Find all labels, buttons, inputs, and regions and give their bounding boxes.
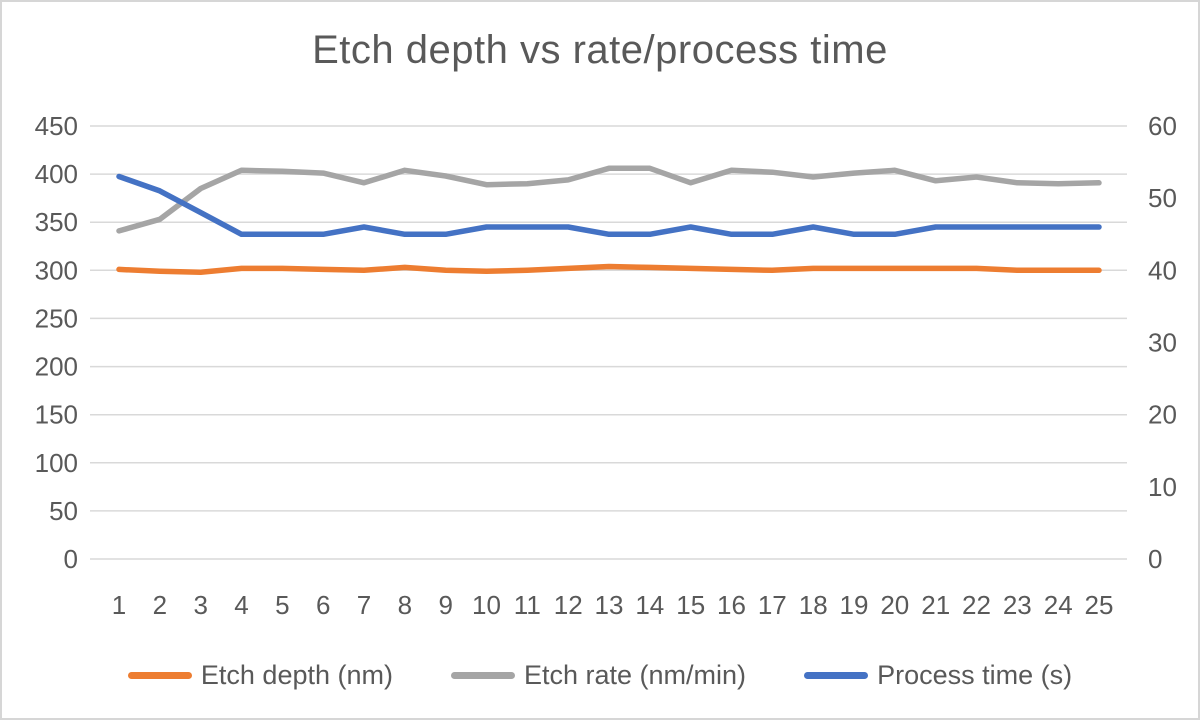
right-axis-tick-label: 10: [1148, 472, 1177, 502]
left-axis-tick-label: 200: [35, 352, 78, 382]
x-axis-tick-label: 13: [595, 590, 624, 620]
x-axis-tick-label: 7: [357, 590, 371, 620]
x-axis-tick-label: 23: [1003, 590, 1032, 620]
x-axis-tick-label: 17: [758, 590, 787, 620]
x-axis-tick-label: 18: [799, 590, 828, 620]
right-axis-tick-label: 20: [1148, 400, 1177, 430]
x-axis-tick-label: 22: [962, 590, 991, 620]
legend-swatch-etch-rate-nm-min: [451, 671, 515, 679]
x-axis-tick-label: 19: [840, 590, 869, 620]
legend-label-etch-rate-nm-min: Etch rate (nm/min): [524, 659, 747, 690]
series-line-process-time-s: [116, 173, 1102, 238]
legend-item-etch-depth-nm: Etch depth (nm): [127, 659, 393, 691]
right-axis-tick-label: 30: [1148, 328, 1177, 358]
x-axis-tick-label: 15: [676, 590, 705, 620]
x-axis-tick-label: 14: [635, 590, 664, 620]
x-axis-tick-label: 20: [880, 590, 909, 620]
right-axis-tick-label: 40: [1148, 255, 1177, 285]
left-axis-tick-label: 50: [49, 496, 78, 526]
legend: Etch depth (nm) Etch rate (nm/min) Process…: [2, 652, 1198, 698]
legend-label-process-time-s: Process time (s): [877, 659, 1073, 690]
gridlines: [90, 125, 1127, 560]
left-axis-tick-label: 0: [64, 544, 78, 574]
left-axis-labels: 0 50 100 150 200 250 300 350 400 450: [35, 111, 78, 574]
legend-item-process-time-s: Process time (s): [804, 660, 1072, 691]
x-axis-tick-label: 1: [112, 590, 126, 620]
left-axis-tick-label: 300: [35, 255, 78, 285]
x-axis-tick-label: 3: [193, 590, 207, 620]
right-axis-labels: 0 10 20 30 40 50 60: [1148, 111, 1177, 574]
x-axis-tick-label: 11: [514, 590, 541, 620]
left-axis-tick-label: 250: [35, 303, 78, 333]
left-axis-tick-label: 450: [35, 111, 78, 141]
x-axis-tick-label: 16: [717, 590, 746, 620]
x-axis-tick-label: 24: [1044, 590, 1073, 620]
legend-item-etch-rate-nm-min: Etch rate (nm/min): [451, 660, 746, 691]
plot-area: 0501001502002503003504004500102030405060…: [35, 111, 1177, 620]
legend-swatch-process-time-s: [804, 671, 869, 679]
x-axis-tick-label: 5: [275, 590, 289, 620]
x-axis-labels: 1 2 3 4 5 6 7 8 9 10 11 12 13 14 15 16 17 18 19 20 21 22 23 24 2…: [112, 590, 1114, 620]
series-line-etch-rate-nm-min: [116, 165, 1102, 234]
left-axis-tick-label: 400: [35, 159, 78, 189]
x-axis-tick-label: 6: [316, 590, 330, 620]
x-axis-tick-label: 10: [472, 590, 501, 620]
x-axis-tick-label: 12: [554, 590, 583, 620]
x-axis-tick-label: 2: [153, 590, 167, 620]
left-axis-tick-label: 100: [35, 448, 78, 478]
left-axis-tick-label: 350: [35, 207, 78, 237]
left-axis-tick-label: 150: [35, 400, 78, 430]
chart-title: Etch depth vs rate/process time: [312, 28, 888, 72]
legend-label-etch-depth-nm: Etch depth (nm): [200, 659, 393, 690]
right-axis-tick-label: 50: [1148, 183, 1177, 213]
right-axis-tick-label: 60: [1148, 111, 1177, 141]
legend-swatch-etch-depth-nm: [127, 671, 192, 679]
x-axis-tick-label: 25: [1085, 590, 1114, 620]
x-axis-tick-label: 21: [921, 590, 950, 620]
x-axis-tick-label: 8: [398, 590, 412, 620]
series-line-etch-depth-nm: [116, 263, 1102, 276]
x-axis-tick-label: 4: [234, 590, 248, 620]
x-axis-tick-label: 9: [438, 590, 452, 620]
right-axis-tick-label: 0: [1148, 544, 1162, 574]
